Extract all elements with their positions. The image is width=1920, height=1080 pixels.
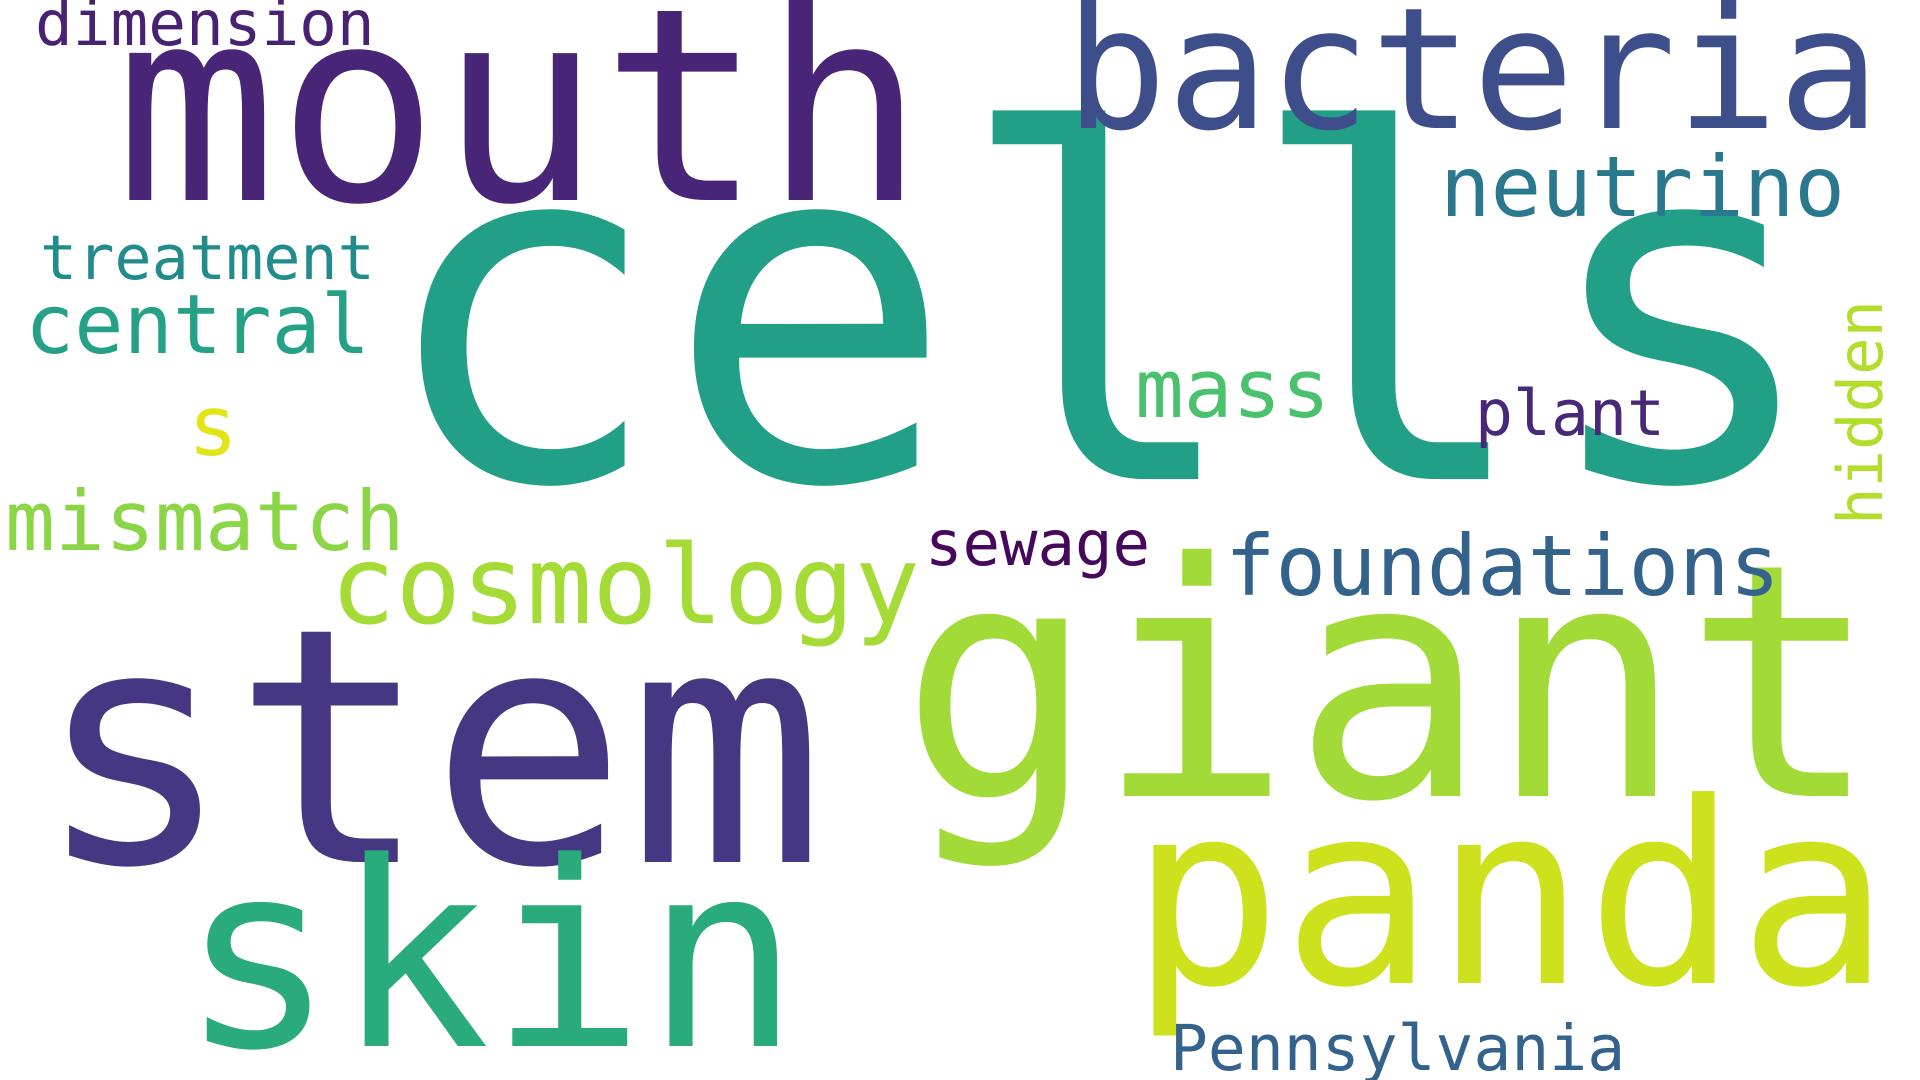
- word-skin: skin: [180, 807, 800, 1080]
- word-foundations: foundations: [1225, 516, 1780, 615]
- word-bacteria: bacteria: [1065, 0, 1880, 168]
- word-panda: panda: [1130, 748, 1891, 1043]
- word-treatment: treatment: [40, 221, 375, 294]
- word-cells: cells: [375, 32, 1826, 594]
- word-mismatch: mismatch: [5, 473, 405, 570]
- word-stem: stem: [35, 558, 825, 940]
- word-mass: mass: [1135, 343, 1331, 438]
- word-mouth: mouth: [115, 0, 926, 264]
- word-dimension: dimension: [35, 0, 375, 60]
- word-cosmology: cosmology: [330, 521, 921, 649]
- word-pennsylvania: Pennsylvania: [1170, 1012, 1626, 1080]
- word-plant: plant: [1475, 376, 1665, 451]
- word-central: central: [25, 278, 371, 374]
- word-hidden: hidden: [1824, 300, 1897, 526]
- word-s: s: [188, 378, 238, 475]
- word-giant: giant: [900, 493, 1880, 873]
- word-sewage: sewage: [925, 506, 1151, 580]
- word-neutrino: neutrino: [1440, 137, 1846, 236]
